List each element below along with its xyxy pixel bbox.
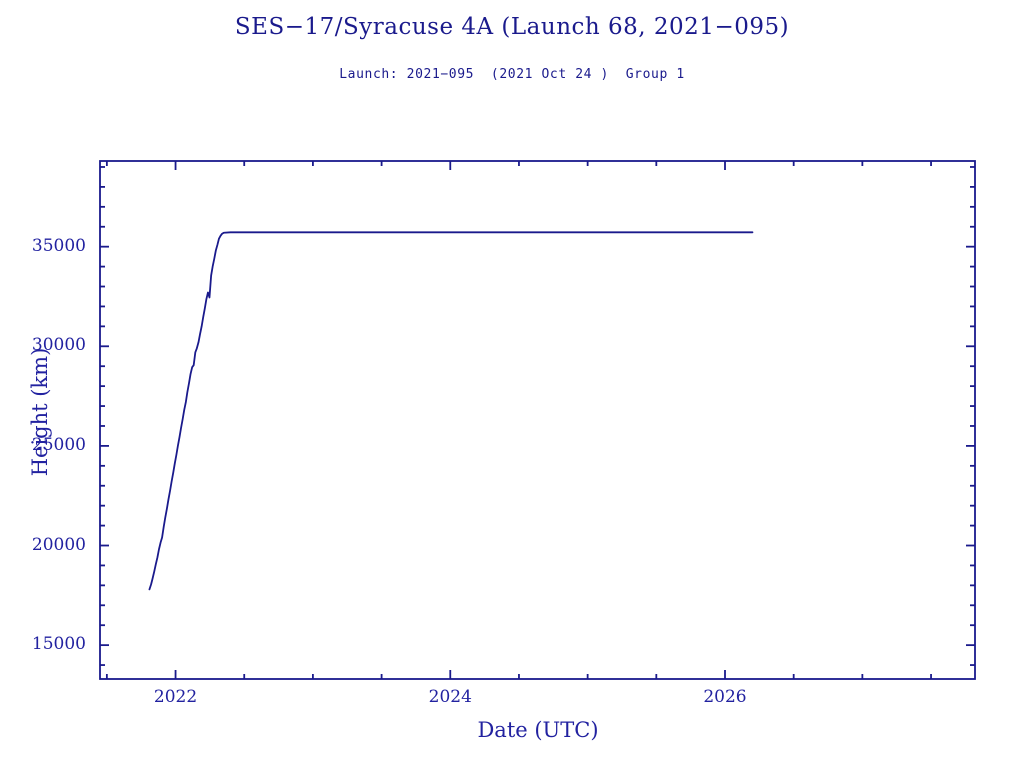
y-axis-tick-label: 20000 [31,534,86,555]
x-axis-label: Date (UTC) [477,718,599,742]
x-axis-tick-label: 2026 [703,687,747,707]
y-axis-tick-label: 35000 [31,235,86,256]
y-axis-tick-label: 25000 [31,434,86,455]
x-axis-tick-label: 2024 [428,687,472,707]
chart-title: SES−17/Syracuse 4A (Launch 68, 2021−095) [234,14,790,40]
x-axis-tick-label: 2022 [153,687,198,707]
y-axis-tick-label: 30000 [31,335,86,356]
y-axis-tick-label: 15000 [31,634,86,655]
chart-subtitle: Launch: 2021−095 (2021 Oct 24 ) Group 1 [339,67,685,82]
plot-frame [99,160,976,680]
data-series-line [148,231,754,591]
